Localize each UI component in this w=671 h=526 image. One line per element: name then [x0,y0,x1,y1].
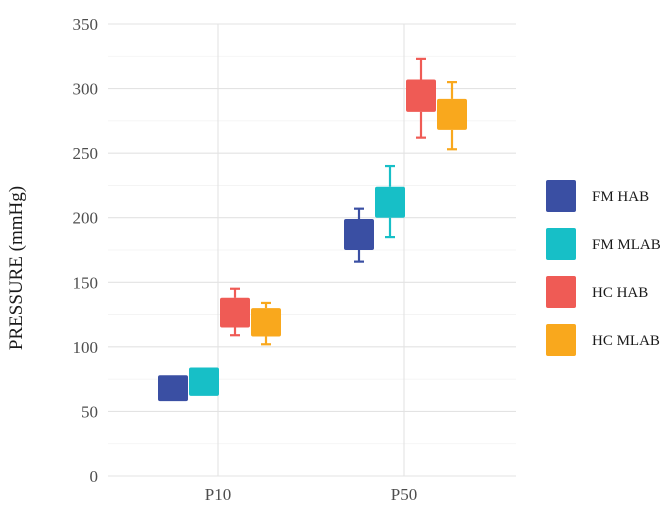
box-fm-hab-p10 [158,375,188,402]
x-axis-ticks: P10 P50 [205,485,417,504]
box-body [220,297,250,328]
box-body [375,186,405,218]
box-body [437,98,467,130]
box-hc-mlab-p50 [437,81,467,151]
legend-swatch [546,228,576,260]
legend-swatch [546,180,576,212]
grid [108,23,516,477]
x-tick-label: P50 [391,485,417,504]
y-tick-label: 200 [73,209,99,228]
y-axis-ticks: 0 50 100 150 200 250 300 350 [73,15,99,486]
box-body [251,308,281,337]
box-fm-hab-p50 [344,207,374,263]
legend-item-fm-mlab: FM MLAB [546,228,661,260]
y-tick-label: 250 [73,144,99,163]
y-tick-label: 300 [73,80,99,99]
box-hc-hab-p10 [220,287,250,337]
box-fm-mlab-p50 [375,164,405,239]
box-body [344,219,374,250]
legend-item-fm-hab: FM HAB [546,180,649,212]
y-tick-label: 50 [81,402,98,421]
legend-label: HC HAB [592,285,648,301]
legend-swatch [546,324,576,356]
box-plots [158,57,467,402]
legend-item-hc-mlab: HC MLAB [546,324,660,356]
legend-label: FM MLAB [592,237,661,253]
legend-swatch [546,276,576,308]
box-hc-mlab-p10 [251,301,281,346]
box-body [189,367,219,396]
box-hc-hab-p50 [406,57,436,139]
y-tick-label: 150 [73,273,99,292]
legend-label: HC MLAB [592,333,660,349]
legend: FM HAB FM MLAB HC HAB HC MLAB [546,180,661,356]
box-body [158,375,188,402]
x-tick-label: P10 [205,485,231,504]
y-tick-label: 350 [73,15,99,34]
box-body [406,79,436,112]
legend-label: FM HAB [592,189,649,205]
y-axis-title: PRESSURE (mmHg) [6,186,27,350]
y-tick-label: 0 [90,467,99,486]
box-fm-mlab-p10 [189,367,219,396]
legend-item-hc-hab: HC HAB [546,276,648,308]
y-tick-label: 100 [73,338,99,357]
